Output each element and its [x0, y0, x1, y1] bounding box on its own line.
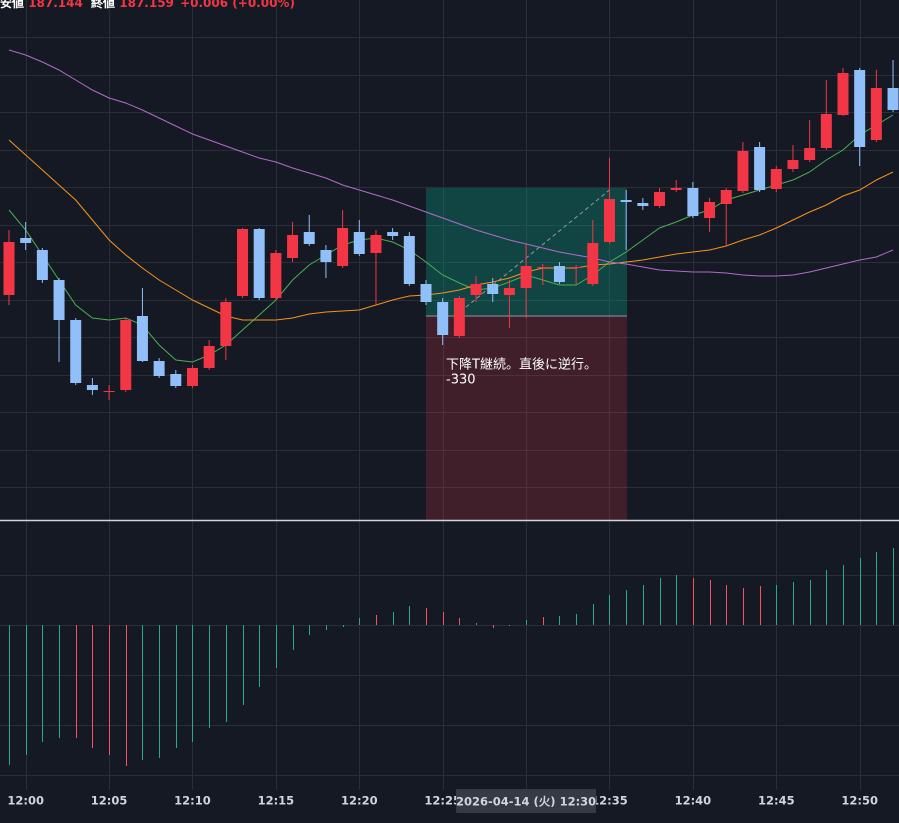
candle-body [887, 88, 899, 110]
x-tick-label: 12:15 [258, 794, 295, 808]
candle-body [770, 169, 782, 189]
candle-body [854, 70, 866, 147]
candle-body [453, 298, 465, 336]
candle-body [403, 236, 415, 284]
histogram [9, 548, 894, 766]
position-tool [426, 187, 627, 520]
candle-body [136, 316, 148, 361]
candle-body [520, 266, 532, 288]
low-label: 安値 [0, 0, 24, 10]
candle-body [720, 190, 732, 204]
candle-body [186, 368, 198, 386]
candle-body [253, 229, 265, 298]
x-tick-label: 12:10 [174, 794, 211, 808]
x-tick-label: 12:05 [91, 794, 128, 808]
indicator-lines [8, 49, 894, 363]
candle-body [754, 147, 766, 190]
loss-zone [426, 316, 627, 520]
candle-body [170, 374, 182, 386]
moving-average [8, 139, 894, 321]
candle-body [237, 229, 249, 296]
candle-body [70, 320, 82, 383]
candle-body [370, 235, 382, 253]
crosshair-label: 2026-04-14 (火) 12:30 [456, 795, 596, 809]
candle-body [587, 243, 599, 284]
x-tick-label: 12:50 [841, 794, 878, 808]
candle-body [53, 280, 65, 320]
x-tick-label: 12:45 [758, 794, 795, 808]
candle-body [287, 235, 299, 258]
candle-body [553, 266, 565, 282]
candle-body [86, 385, 98, 390]
x-tick-label: 12:35 [591, 794, 628, 808]
x-tick-label: 12:20 [341, 794, 378, 808]
candle-body [270, 253, 282, 298]
candle-body [470, 284, 482, 295]
candle-body [420, 284, 432, 302]
candle-body [153, 361, 165, 376]
candle-body [387, 232, 399, 236]
candle-body [687, 188, 699, 216]
candle-body [654, 192, 666, 206]
candle-body [320, 250, 332, 262]
x-tick-label: 12:25 [424, 794, 461, 808]
annotation-value: -330 [446, 373, 476, 388]
candle-body [870, 88, 882, 140]
candle-body [337, 228, 349, 266]
moving-average [8, 49, 894, 277]
candle-body [120, 320, 132, 390]
candle-body [220, 302, 232, 346]
candle-body [637, 203, 649, 206]
candle-body [603, 199, 615, 242]
candle-body [437, 302, 449, 335]
time-axis: 12:00 12:05 12:10 12:15 12:20 12:25 12:35 12:40… [7, 789, 878, 813]
candle-body [670, 188, 682, 190]
candle-body [737, 151, 749, 191]
close-value: 187.159 [119, 0, 174, 10]
candle-body [837, 73, 849, 115]
change: +0.006 (+0.00%) [180, 0, 295, 10]
x-tick-label: 12:40 [675, 794, 712, 808]
candle-body [303, 232, 315, 244]
candle-body [704, 202, 716, 218]
candles [3, 60, 899, 400]
low-value: 187.144 [28, 0, 83, 10]
close-label: 終値 [91, 0, 115, 10]
crosshair-label-bg [456, 789, 597, 813]
candle-body [36, 250, 48, 280]
moving-average [8, 114, 894, 363]
header: 安値 187.144 終値 187.159 +0.006 (+0.00%) [0, 0, 295, 10]
candle-body [503, 288, 515, 295]
candle-body [203, 346, 215, 368]
candle-body [487, 284, 499, 294]
candle-body [620, 200, 632, 202]
candle-body [103, 391, 115, 392]
candle-body [537, 267, 549, 268]
trade-path [454, 187, 613, 317]
grid-layer [0, 0, 899, 790]
candle-body [3, 242, 15, 295]
candle-body [570, 267, 582, 268]
candle-body [353, 232, 365, 254]
candle-body [820, 114, 832, 148]
candle-body [787, 160, 799, 169]
candle-body [20, 238, 32, 243]
x-tick-label: 12:00 [7, 794, 44, 808]
annotation: 下降T継続。直後に逆行。 [446, 357, 597, 373]
candle-body [804, 148, 816, 160]
